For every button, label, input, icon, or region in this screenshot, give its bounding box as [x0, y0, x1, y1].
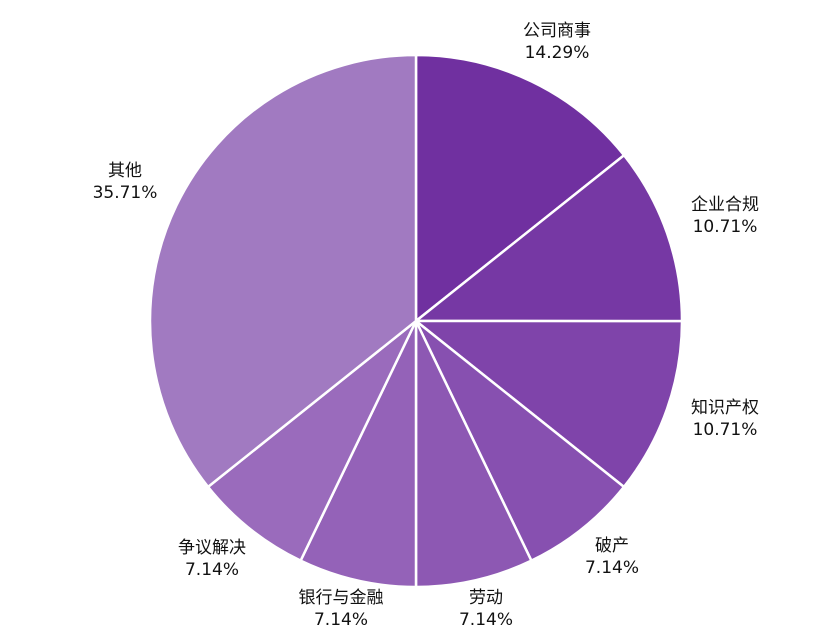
slice-percent-label: 7.14%: [459, 610, 513, 630]
slice-category-label: 公司商事: [523, 21, 591, 41]
pie-slice: [414, 319, 533, 589]
pie-slice: [414, 154, 684, 323]
slice-category-label: 其他: [108, 161, 142, 181]
slice-category-label: 劳动: [469, 588, 503, 608]
slice-category-label: 争议解决: [178, 538, 246, 558]
slice-category-label: 银行与金融: [299, 588, 384, 608]
pie-slice: [299, 319, 418, 589]
slice-percent-label: 7.14%: [185, 560, 239, 580]
slice-percent-label: 7.14%: [585, 558, 639, 578]
pie-labels: 公司商事14.29%企业合规10.71%知识产权10.71%破产7.14%劳动7…: [93, 21, 759, 630]
slice-percent-label: 7.14%: [314, 610, 368, 630]
slice-category-label: 企业合规: [691, 195, 759, 215]
pie-slices: [148, 53, 684, 589]
slice-percent-label: 10.71%: [693, 420, 758, 440]
slice-category-label: 破产: [595, 536, 629, 556]
pie-slice: [414, 319, 684, 489]
pie-slice: [414, 53, 626, 323]
pie-slice: [206, 319, 418, 562]
slice-percent-label: 14.29%: [525, 43, 590, 63]
slice-category-label: 知识产权: [691, 398, 759, 418]
slice-percent-label: 10.71%: [693, 217, 758, 237]
slice-percent-label: 35.71%: [93, 183, 158, 203]
pie-slice: [148, 53, 418, 489]
pie-slice: [414, 319, 626, 562]
